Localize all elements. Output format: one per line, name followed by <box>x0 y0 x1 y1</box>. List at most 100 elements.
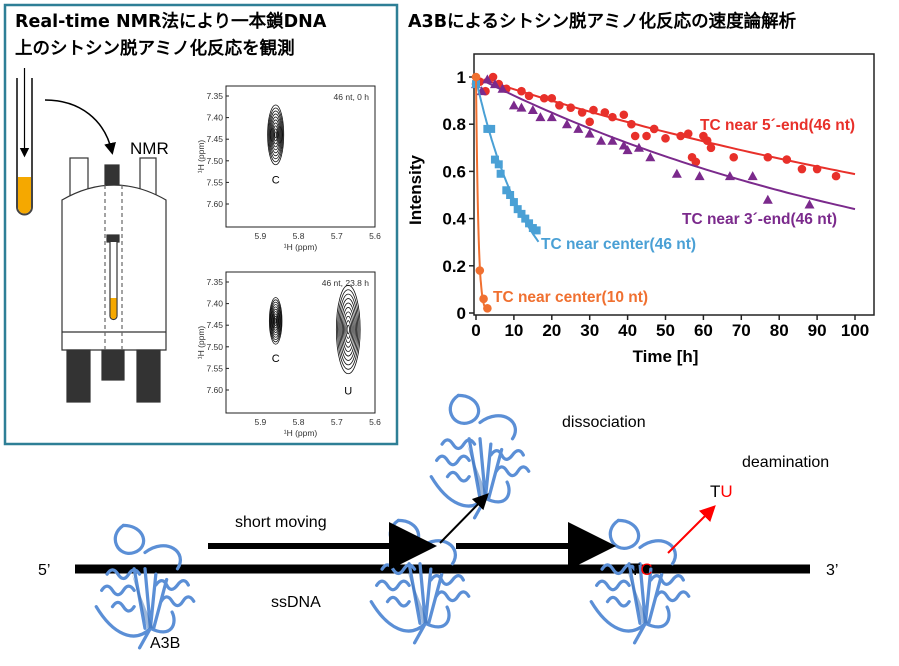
contour-U <box>340 302 356 357</box>
data-point <box>630 131 640 141</box>
data-point <box>488 72 498 82</box>
spectrum-frame <box>225 271 376 414</box>
contour-U <box>346 324 350 335</box>
peak-label-U: U <box>344 386 352 398</box>
data-point <box>509 198 518 207</box>
spectrum-annotation: 46 nt, 0 h <box>334 92 370 102</box>
data-point <box>521 214 530 223</box>
y-axis-label: ¹H (ppm) <box>196 140 206 174</box>
x-tick-label: 5.8 <box>293 417 305 427</box>
contour-U <box>337 289 360 370</box>
data-point <box>527 105 538 115</box>
data-point <box>513 205 522 214</box>
a3b-protein-middle <box>369 518 471 645</box>
data-point <box>812 164 822 174</box>
data-point <box>600 108 610 117</box>
contour-C <box>270 116 281 154</box>
data-point <box>645 152 656 162</box>
peak-label-C: C <box>272 174 280 186</box>
dissociation-label: dissociation <box>562 414 646 431</box>
data-point <box>683 129 693 138</box>
y-tick-label: 0.6 <box>442 162 466 181</box>
y-tick-label: 0.8 <box>442 115 466 134</box>
contour-U <box>338 293 359 366</box>
x-tick-label: 100 <box>841 321 869 340</box>
data-point <box>618 140 629 150</box>
y-tick-label: 0 <box>457 304 466 323</box>
data-point <box>608 112 617 122</box>
dissociation-arrow <box>439 493 489 544</box>
x-tick-label: 20 <box>542 321 561 340</box>
data-point <box>694 171 705 181</box>
data-point <box>729 152 739 162</box>
y-tick-label: 7.35 <box>206 91 223 101</box>
data-point <box>584 128 595 138</box>
data-point <box>487 124 496 133</box>
data-point <box>561 119 572 129</box>
data-point <box>483 303 492 313</box>
x-tick-label: 40 <box>618 321 637 340</box>
data-point <box>831 171 841 181</box>
x-tick-label: 60 <box>694 321 713 340</box>
data-point <box>535 112 546 122</box>
data-point <box>547 93 557 103</box>
x-tick-label: 70 <box>732 321 751 340</box>
data-point <box>633 142 644 152</box>
data-point <box>797 164 807 174</box>
fit-curve <box>475 76 489 313</box>
nmr-spectrum-23h: 7.35 7.40 7.45 7.50 7.55 7.60 5.9 5.8 5.7 5.6 ¹H (… <box>196 271 381 438</box>
series-label: TC near 5´-end(46 nt) <box>700 117 855 134</box>
y-tick-label: 7.40 <box>206 113 223 123</box>
data-point <box>642 131 651 141</box>
contour-U <box>344 315 353 344</box>
deamination-label: deamination <box>742 454 829 471</box>
contour-C <box>269 299 282 343</box>
tu-u: U <box>720 482 732 501</box>
data-point <box>482 74 493 84</box>
y-tick-label: 7.60 <box>206 199 223 209</box>
contour-U <box>339 298 357 361</box>
contour-C <box>274 318 277 324</box>
data-point <box>702 136 712 146</box>
nmr-label: NMR <box>130 139 169 158</box>
contour-C <box>274 315 278 326</box>
y-tick-label: 7.35 <box>206 277 223 287</box>
contour-C <box>272 311 279 331</box>
short-moving-label: short moving <box>235 514 327 531</box>
y-axis-label: Intensity <box>406 155 425 225</box>
y-tick-label: 7.55 <box>206 177 223 187</box>
x-tick-label: 50 <box>656 321 675 340</box>
data-point <box>475 266 485 275</box>
spectrum-annotation: 46 nt, 23.8 h <box>322 278 370 288</box>
x-axis-label: ¹H (ppm) <box>284 428 318 438</box>
data-point <box>479 294 488 304</box>
plot-frame <box>473 53 875 316</box>
y-tick-label: 7.45 <box>206 320 223 330</box>
series-label: TC near 3´-end(46 nt) <box>682 211 837 228</box>
y-tick-label: 7.45 <box>206 134 223 144</box>
x-tick-label: 0 <box>471 321 480 340</box>
y-tick-label: 0.2 <box>442 257 466 276</box>
x-tick-label: 5.9 <box>254 417 266 427</box>
a3b-protein-end <box>589 518 691 645</box>
intensity-chart: 0 10 20 30 40 50 60 70 80 90 100 0 0.2 0.4 0.6 0.8 1 Time… <box>406 53 875 366</box>
contour-U <box>335 284 361 375</box>
data-point <box>804 199 815 209</box>
data-point <box>506 191 515 199</box>
data-point <box>555 101 564 110</box>
data-point <box>619 110 629 120</box>
data-point <box>517 86 526 96</box>
contour-C <box>271 119 281 151</box>
data-point <box>532 226 541 235</box>
data-point <box>490 155 499 164</box>
spectrum-frame <box>225 85 376 228</box>
data-point <box>525 219 534 228</box>
x-tick-label: 30 <box>580 321 599 340</box>
contour-C <box>272 125 279 145</box>
data-point <box>622 145 633 155</box>
x-tick-label: 5.6 <box>369 231 381 241</box>
data-point <box>585 117 594 127</box>
five-prime-label: 5’ <box>38 562 50 579</box>
data-point <box>496 169 505 178</box>
